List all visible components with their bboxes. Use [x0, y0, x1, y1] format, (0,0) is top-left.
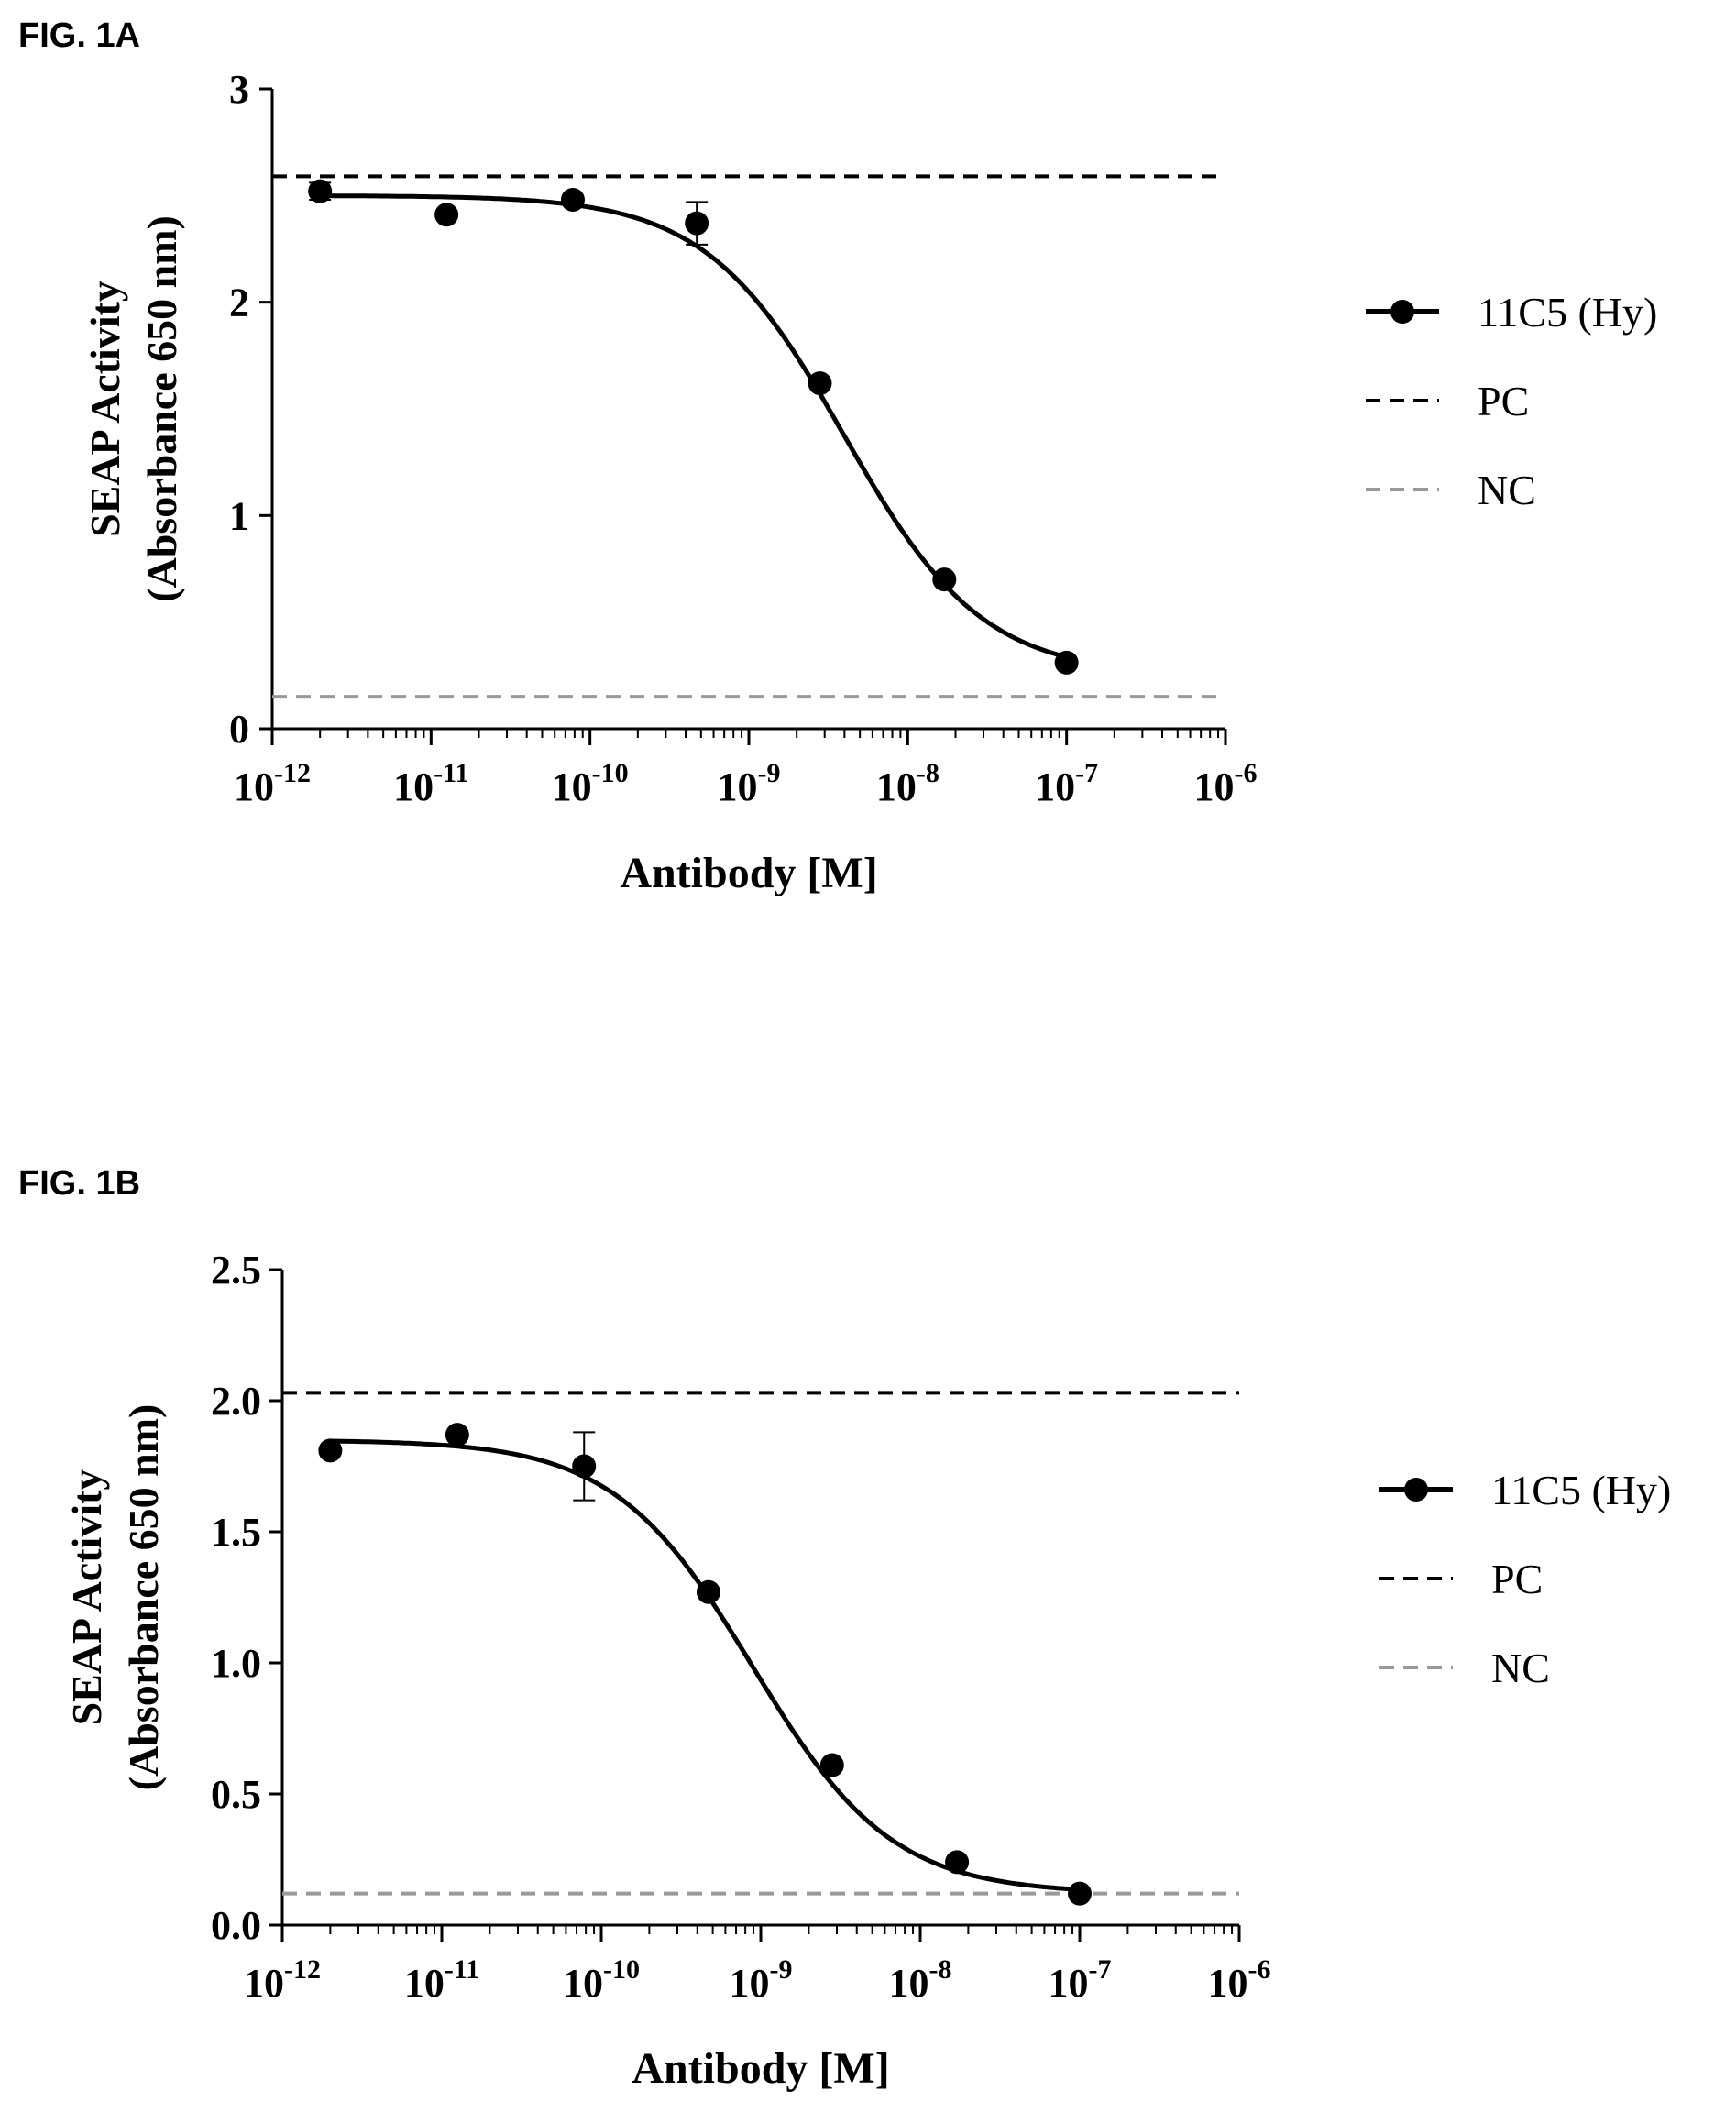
x-tick-label: 10-11	[393, 758, 468, 809]
y-axis-label: SEAP Activity	[82, 280, 128, 537]
x-tick-label: 10-12	[244, 1954, 321, 2006]
legend-label: 11C5 (Hy)	[1478, 289, 1657, 336]
fit-curve	[320, 193, 1068, 660]
x-axis-label: Antibody [M]	[620, 849, 877, 897]
figure-label-1b: FIG. 1B	[18, 1164, 141, 1203]
x-tick-label: 10-9	[718, 758, 781, 809]
x-tick-label: 10-10	[552, 758, 629, 809]
x-tick-label: 10-12	[234, 758, 311, 809]
data-point	[945, 1850, 970, 1875]
legend-label: PC	[1491, 1556, 1543, 1602]
x-axis-label: Antibody [M]	[632, 2044, 889, 2093]
y-tick-label: 1.5	[211, 1510, 261, 1555]
x-tick-label: 10-9	[730, 1954, 793, 2006]
legend: 11C5 (Hy) PC NC	[1366, 289, 1657, 513]
data-point	[685, 211, 709, 236]
y-tick-label: 2.0	[211, 1379, 261, 1424]
x-tick-label: 10-8	[876, 758, 939, 809]
data-point	[1068, 1881, 1092, 1906]
legend-marker	[1404, 1478, 1428, 1502]
x-tick-label: 10-6	[1208, 1954, 1271, 2006]
data-point	[932, 567, 957, 592]
x-tick-label: 10-7	[1035, 758, 1098, 809]
y-tick-label: 0	[229, 707, 249, 752]
figure-label-1a: FIG. 1A	[18, 16, 141, 55]
y-tick-label: 1.0	[211, 1641, 261, 1686]
data-point	[434, 203, 459, 227]
legend-marker	[1390, 300, 1414, 324]
x-tick-label: 10-8	[889, 1954, 952, 2006]
legend-label: NC	[1491, 1644, 1550, 1691]
x-tick-label: 10-10	[563, 1954, 640, 2006]
y-tick-label: 2	[229, 280, 249, 325]
data-point	[445, 1423, 469, 1447]
data-point	[819, 1753, 844, 1777]
data-point	[808, 371, 832, 396]
chart-1a: 0 1 2 3 10-12 10-11 10-10 10-9 10-8 10-7 10-6 Antib…	[82, 67, 1657, 897]
x-tick-label: 10-11	[404, 1954, 479, 2006]
legend-label: PC	[1478, 378, 1529, 424]
legend: 11C5 (Hy) PC NC	[1379, 1467, 1671, 1691]
y-axis-label-units: (Absorbance 650 nm)	[120, 1404, 167, 1791]
data-point	[560, 187, 585, 212]
y-axis-label: SEAP Activity	[63, 1469, 110, 1726]
x-tick-label: 10-7	[1049, 1954, 1112, 2006]
y-tick-label: 0.0	[211, 1903, 261, 1948]
x-tick-label: 10-6	[1194, 758, 1258, 809]
legend-label: 11C5 (Hy)	[1491, 1467, 1671, 1513]
data-point	[318, 1438, 343, 1463]
data-point	[1054, 650, 1079, 675]
data-point	[696, 1579, 720, 1604]
y-tick-label: 3	[229, 67, 249, 112]
chart-1b: 0.0 0.5 1.0 1.5 2.0 2.5 10-12 10-11 10-10 10-9 10-…	[63, 1248, 1671, 2093]
y-axis-label-units: (Absorbance 650 nm)	[138, 215, 185, 602]
fit-curve	[330, 1438, 1081, 1892]
data-point	[308, 179, 333, 204]
data-point	[572, 1454, 597, 1479]
y-tick-label: 2.5	[211, 1248, 261, 1292]
legend-label: NC	[1478, 467, 1536, 513]
y-tick-label: 0.5	[211, 1772, 261, 1817]
y-tick-label: 1	[229, 493, 249, 538]
